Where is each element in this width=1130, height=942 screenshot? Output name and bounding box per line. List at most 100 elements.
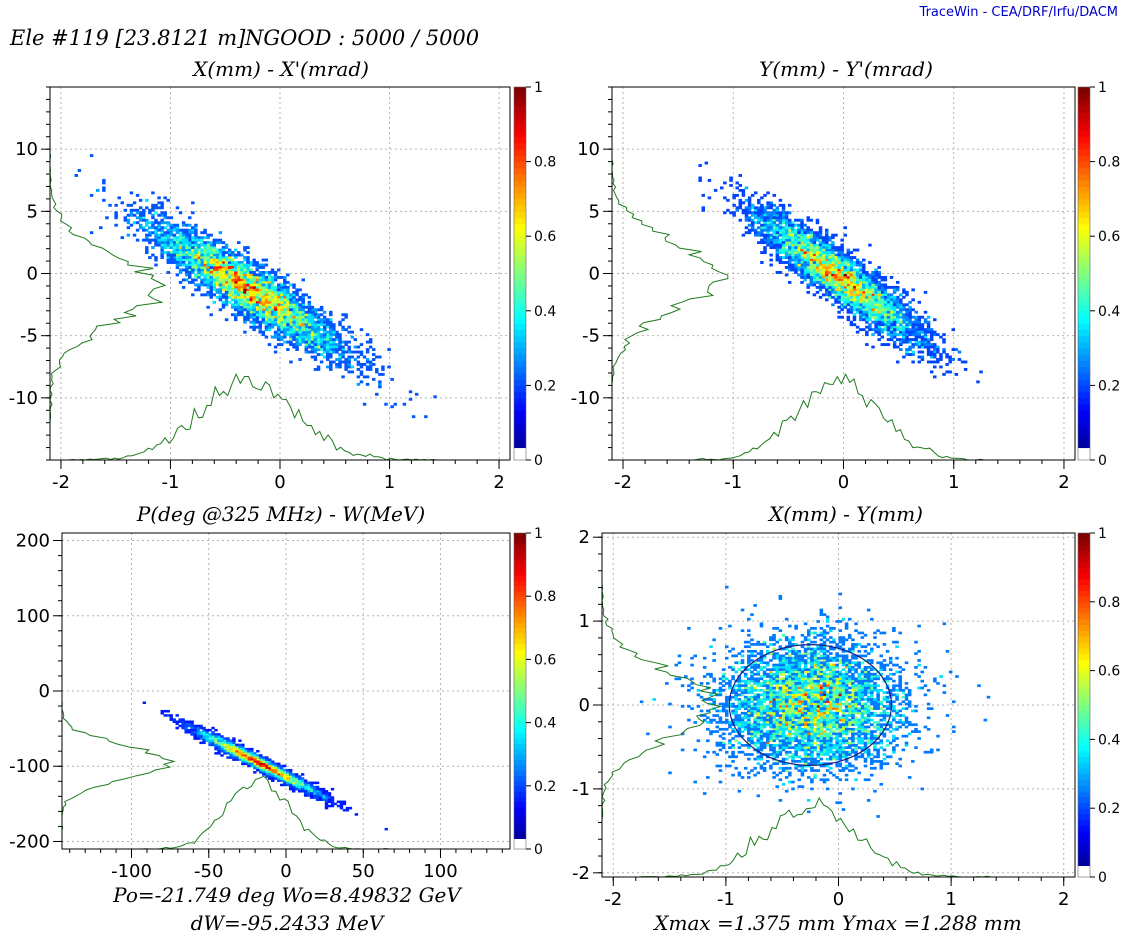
density-cell-xy-438 [737, 661, 742, 665]
density-cell-xy-575 [857, 682, 861, 685]
density-cell-xy-104 [797, 707, 802, 710]
density-cell-yyp-1090 [886, 310, 891, 314]
density-cell-xxp-907 [319, 333, 324, 337]
density-cell-yyp-75 [837, 278, 841, 282]
density-cell-xy-1149 [718, 741, 723, 745]
density-cell-xxp-587 [295, 315, 299, 319]
density-cell-yyp-1019 [760, 216, 764, 220]
density-cell-xy-259 [800, 730, 805, 733]
density-cell-xy-448 [778, 705, 783, 708]
density-cell-phw-143 [223, 747, 227, 751]
density-cell-yyp-847 [778, 241, 783, 245]
density-cell-xxp-177 [273, 293, 278, 297]
density-cell-xxp-1379 [184, 238, 189, 242]
density-cell-xxp-861 [224, 318, 229, 322]
density-cell-xy-77 [873, 668, 877, 671]
colorbar-step-yyp-19 [1078, 335, 1090, 343]
density-cell-yyp-675 [831, 261, 835, 264]
density-cell-yyp-741 [865, 305, 869, 309]
density-cell-xxp-579 [181, 243, 186, 247]
density-cell-xxp-234 [249, 298, 253, 302]
density-cell-xy-253 [781, 677, 786, 681]
density-cell-yyp-778 [797, 251, 801, 255]
density-cell-xxp-1147 [237, 263, 241, 267]
density-cell-xxp-540 [197, 283, 201, 287]
density-cell-xxp-69 [255, 280, 259, 284]
density-cell-xxp-816 [148, 238, 152, 242]
density-cell-phw-435 [187, 731, 191, 734]
density-cell-xxp-1119 [326, 350, 330, 354]
density-cell-xxp-1018 [234, 248, 238, 252]
density-cell-yyp-89 [849, 320, 854, 324]
density-cell-yyp-936 [794, 241, 798, 245]
density-cell-yyp-562 [766, 236, 770, 240]
density-cell-yyp-164 [889, 275, 894, 279]
density-cell-xxp-1111 [301, 298, 305, 302]
density-cell-xxp-534 [172, 256, 177, 259]
density-cell-xxp-1194 [246, 263, 250, 267]
colorbar-step-phw-59 [514, 533, 526, 539]
density-cell-yyp-1194 [914, 323, 918, 327]
density-cell-yyp-281 [772, 213, 776, 217]
density-cell-yyp-945 [911, 343, 915, 347]
density-cell-yyp-1238 [905, 293, 909, 297]
density-cell-yyp-1212 [846, 308, 851, 312]
density-cell-yyp-487 [809, 275, 814, 279]
density-cell-xxp-1408 [240, 313, 244, 317]
density-cell-xy-611 [750, 695, 754, 699]
density-cell-yyp-50 [905, 320, 909, 324]
density-cell-xy-865 [888, 730, 893, 733]
plot-yyp: Y(mm) - Y'(mrad)-2 -1 0 1 2-10-5051010.80.60… [571, 57, 1121, 493]
colorbar-step-phw-18 [514, 748, 526, 755]
density-cell-xxp-1134 [221, 248, 226, 252]
density-cell-yyp-982 [757, 208, 761, 212]
density-cell-xxp-1210 [181, 223, 186, 227]
density-cell-xy-782 [706, 672, 710, 676]
density-cell-xy-155 [810, 684, 814, 688]
density-cell-xy-679 [759, 727, 764, 731]
density-cell-xxp-733 [261, 310, 266, 314]
density-cell-xy-514 [876, 727, 880, 731]
density-cell-xxp-576 [227, 261, 232, 264]
density-cell-xy-287 [791, 659, 795, 662]
density-cell-xxp-658 [411, 415, 416, 419]
density-cell-phw-276 [259, 768, 263, 772]
density-cell-xxp-62 [227, 275, 232, 279]
density-cell-xy-975 [860, 755, 865, 759]
density-cell-xy-252 [838, 677, 843, 681]
density-cell-xxp-1064 [359, 370, 364, 374]
density-cell-phw-61 [235, 749, 239, 753]
density-cell-xy-421 [863, 764, 868, 768]
density-cell-yyp-1000 [923, 320, 928, 324]
density-cell-xxp-961 [157, 241, 161, 245]
density-cell-yyp-274 [880, 293, 885, 297]
density-cell-phw-110 [250, 760, 254, 764]
density-cell-xxp-860 [246, 290, 250, 294]
density-cell-xy-739 [797, 732, 802, 736]
density-cell-xy-1123 [819, 734, 824, 738]
density-cell-xy-572 [892, 709, 896, 713]
density-cell-xxp-1297 [356, 360, 361, 364]
density-cell-xxp-1340 [316, 313, 321, 317]
density-cell-xy-20 [797, 686, 802, 690]
density-cell-xxp-607 [221, 258, 226, 262]
density-cell-xy-1001 [781, 693, 786, 697]
density-cell-yyp-282 [824, 258, 829, 262]
density-cell-yyp-452 [840, 315, 844, 319]
density-cell-xxp-210 [307, 305, 312, 309]
density-cell-xy-653 [753, 679, 757, 683]
density-cell-xy-182 [838, 686, 843, 690]
density-cell-phw-417 [327, 794, 332, 797]
density-cell-yyp-687 [723, 211, 727, 215]
density-cell-xy-317 [863, 693, 868, 697]
density-cell-phw-166 [229, 749, 233, 753]
colorbar-step-phw-53 [514, 564, 526, 571]
density-cell-xy-828 [832, 698, 836, 701]
density-cell-xxp-1254 [356, 363, 361, 366]
density-cell-xxp-900 [166, 271, 170, 274]
density-cell-xy-234 [841, 730, 846, 733]
density-cell-yyp-481 [858, 313, 863, 317]
density-cell-yyp-1026 [926, 328, 931, 332]
plot-title-xxp: X(mm) - X'(mrad) [191, 57, 369, 81]
density-cell-xy-1041 [750, 725, 754, 729]
